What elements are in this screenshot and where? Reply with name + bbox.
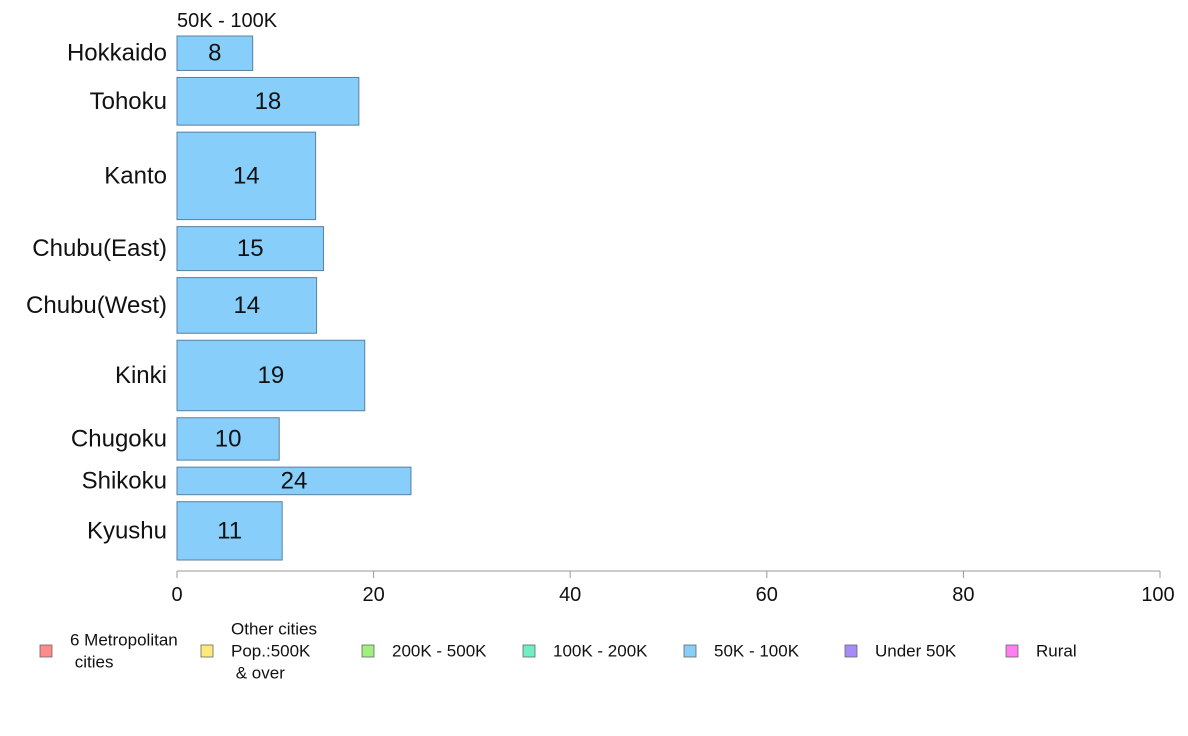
bar-kinki bbox=[176, 339, 366, 412]
chart-title: 50K - 100K bbox=[177, 10, 278, 32]
legend-swatch bbox=[844, 644, 858, 658]
legend-item: 200K - 500K bbox=[361, 642, 487, 661]
bar-kyushu bbox=[176, 501, 283, 561]
bar-chugoku bbox=[176, 417, 280, 461]
value-label: 8 bbox=[208, 40, 221, 67]
legend-label: Under 50K bbox=[875, 642, 957, 661]
bar-tohoku bbox=[176, 76, 360, 126]
bar-chubu-west bbox=[176, 277, 318, 334]
bars-group: Hokkaido 8 Tohoku 18 Kanto 14 Chubu(East) 15 Chu… bbox=[26, 35, 412, 561]
legend-label: 100K - 200K bbox=[553, 642, 648, 661]
value-label: 15 bbox=[237, 235, 264, 262]
category-label: Kinki bbox=[115, 362, 167, 389]
value-label: 18 bbox=[255, 88, 282, 115]
x-tick-label: 60 bbox=[756, 584, 778, 606]
legend-label: 200K - 500K bbox=[392, 642, 487, 661]
x-axis: 0 20 40 60 80 100 bbox=[171, 570, 1175, 606]
legend-label: 50K - 100K bbox=[714, 642, 800, 661]
legend-swatch bbox=[1005, 644, 1019, 658]
category-label: Chubu(West) bbox=[26, 292, 167, 319]
value-label: 11 bbox=[217, 517, 242, 544]
legend: 6 Metropolitan cities Other cities Pop.:50… bbox=[39, 620, 1077, 683]
bar-shikoku bbox=[176, 466, 412, 496]
legend-swatch bbox=[522, 644, 536, 658]
category-label: Chugoku bbox=[71, 425, 167, 452]
legend-swatch bbox=[361, 644, 375, 658]
legend-label: 6 Metropolitan bbox=[70, 631, 178, 650]
legend-item: Under 50K bbox=[844, 642, 957, 661]
legend-label: Other cities bbox=[231, 620, 317, 639]
category-label: Hokkaido bbox=[67, 40, 167, 67]
legend-item: 50K - 100K bbox=[683, 642, 800, 661]
legend-label: Pop.:500K bbox=[231, 642, 311, 661]
bar-chubu-east bbox=[176, 226, 324, 272]
legend-item: 100K - 200K bbox=[522, 642, 648, 661]
x-tick-label: 80 bbox=[952, 584, 974, 606]
value-label: 10 bbox=[215, 425, 242, 452]
value-label: 19 bbox=[258, 362, 285, 389]
bar-kanto bbox=[176, 131, 317, 221]
bar-hokkaido bbox=[176, 35, 254, 71]
legend-item: 6 Metropolitan cities bbox=[39, 631, 178, 672]
value-label: 24 bbox=[281, 467, 308, 494]
value-label: 14 bbox=[233, 162, 260, 189]
legend-swatch bbox=[200, 644, 214, 658]
category-label: Shikoku bbox=[82, 467, 167, 494]
x-tick-label: 20 bbox=[362, 584, 384, 606]
legend-item: Rural bbox=[1005, 642, 1077, 661]
category-label: Kanto bbox=[104, 162, 167, 189]
x-tick-label: 40 bbox=[559, 584, 581, 606]
category-label: Kyushu bbox=[87, 517, 167, 544]
legend-swatch bbox=[683, 644, 697, 658]
category-label: Chubu(East) bbox=[32, 235, 167, 262]
x-tick-label: 0 bbox=[171, 584, 182, 606]
legend-item: Other cities Pop.:500K & over bbox=[200, 620, 317, 683]
x-tick-label: 100 bbox=[1141, 584, 1174, 606]
category-label: Tohoku bbox=[90, 88, 167, 115]
legend-swatch bbox=[39, 644, 53, 658]
value-label: 14 bbox=[233, 292, 260, 319]
legend-label: & over bbox=[231, 664, 285, 683]
legend-label: Rural bbox=[1036, 642, 1077, 661]
legend-label: cities bbox=[70, 653, 113, 672]
